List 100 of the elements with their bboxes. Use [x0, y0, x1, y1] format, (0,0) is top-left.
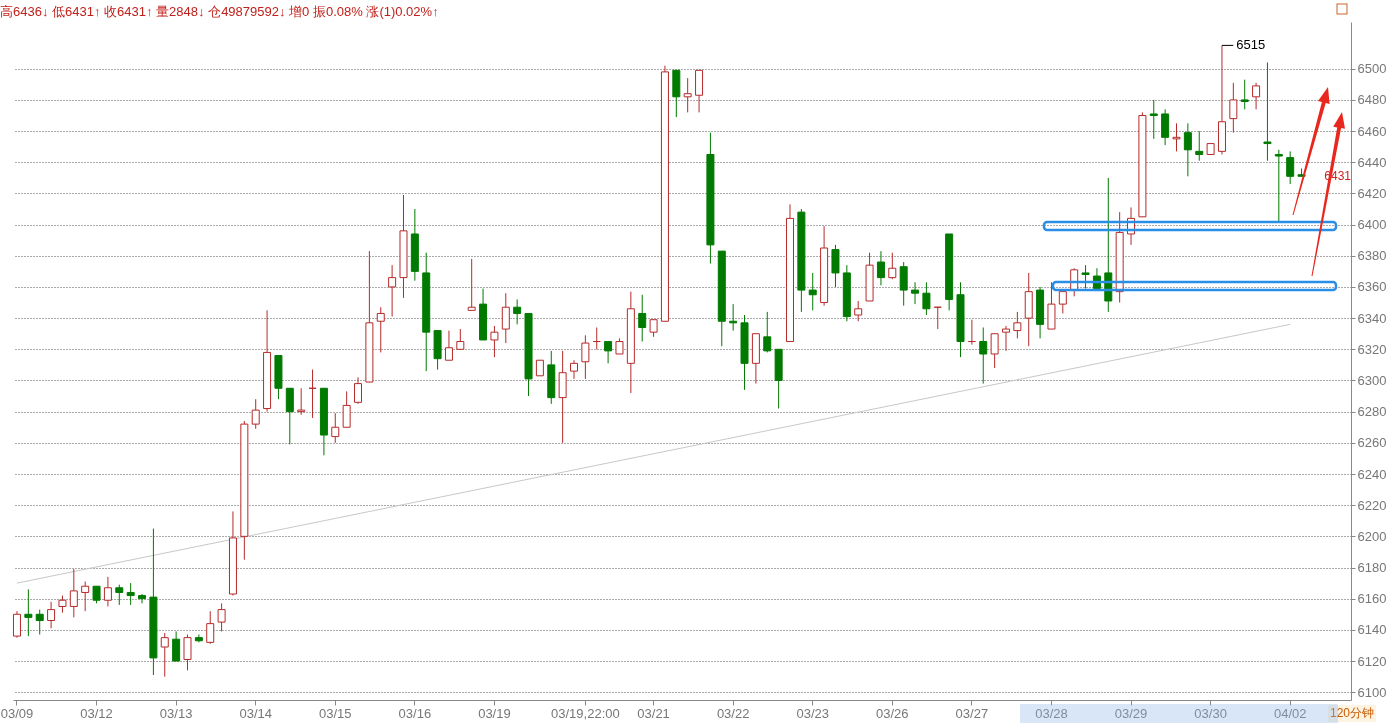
x-tick-label: 03/19: [478, 705, 511, 721]
x-tick-label: 03/26: [876, 705, 909, 721]
candlestick: [444, 330, 453, 361]
x-tick-label: 03/16: [398, 705, 432, 721]
text: 120分钟: [1328, 705, 1377, 722]
y-tick-label: 6340: [1357, 310, 1387, 326]
candlestick: [1240, 79, 1249, 110]
candlestick: [604, 341, 613, 364]
x-tick-label: 03/22: [716, 705, 750, 721]
candlestick: [35, 609, 44, 636]
candlestick: [81, 581, 90, 612]
candlestick: [1263, 62, 1272, 162]
candlestick: [490, 325, 499, 358]
candlestick: [808, 272, 817, 311]
y-tick-label: 6160: [1357, 591, 1387, 607]
candlestick: [376, 306, 385, 353]
x-tick-label: 03/15: [319, 705, 352, 721]
y-tick-label: 6400: [1357, 217, 1387, 233]
candlestick: [1286, 150, 1295, 185]
candlestick: [217, 602, 226, 632]
y-tick-label: 6500: [1357, 61, 1387, 77]
candlestick: [206, 610, 215, 645]
y-tick-label: 6120: [1357, 653, 1387, 669]
y-tick-label: 6260: [1357, 435, 1387, 451]
y-tick-label: 6460: [1357, 123, 1387, 139]
candlestick: [513, 298, 522, 325]
y-tick-label: 6220: [1357, 497, 1387, 513]
candlestick: [297, 387, 306, 416]
y-tick-label: 6280: [1357, 404, 1387, 420]
y-tick-label: 6140: [1357, 622, 1387, 638]
y-tick-label: 6480: [1357, 92, 1387, 108]
candlestick: [1013, 311, 1022, 339]
x-tick-label: 03/13: [159, 705, 193, 721]
candlestick: [1195, 130, 1204, 162]
candlestick: [1081, 264, 1090, 290]
y-tick-label: 6300: [1357, 372, 1387, 388]
candlestick: [831, 244, 840, 288]
y-tick-label: 6240: [1357, 466, 1387, 482]
candlestick: [638, 294, 647, 343]
y-tick-label: 6440: [1357, 154, 1387, 170]
text: 高6436↓ 低6431↑ 收6431↑ 量2848↓ 仓49879592↓ 增0 振0.08% 涨(1)0.02%↑: [0, 3, 439, 21]
candlestick: [103, 576, 112, 607]
candlestick: [47, 601, 56, 629]
y-tick-label: 6100: [1357, 684, 1387, 700]
candlestick: [911, 281, 920, 305]
candlestick: [763, 311, 772, 353]
candlestick: [888, 252, 897, 280]
candlestick: [183, 634, 192, 671]
candlestick: [899, 261, 908, 307]
candlestick: [683, 77, 692, 113]
y-tick-label: 6380: [1357, 248, 1387, 264]
y-tick-label: 6420: [1357, 185, 1387, 201]
x-tick-label: 04/02: [1273, 705, 1307, 721]
candlestick: [876, 250, 885, 286]
annotation: 6515: [1236, 37, 1266, 53]
candlestick: [1001, 325, 1010, 352]
candlestick: [331, 412, 340, 444]
candlestick: [138, 593, 147, 604]
candlestick: [1252, 82, 1261, 110]
x-tick-label: 03/27: [955, 705, 989, 721]
y-tick-label: 6360: [1357, 279, 1387, 295]
y-tick-label: 6320: [1357, 341, 1387, 357]
candlestick: [1161, 108, 1170, 146]
x-tick-label: 03/28: [1035, 705, 1068, 721]
candlestick: [1172, 122, 1181, 152]
candlestick: [570, 359, 579, 380]
candlestick: [160, 632, 169, 678]
x-tick-label: 03/30: [1194, 705, 1227, 721]
candlestick: [1058, 291, 1067, 314]
candlestick: [12, 610, 21, 639]
candlestick: [990, 333, 999, 369]
candlestick: [854, 300, 863, 322]
x-tick-label: 03/14: [239, 705, 272, 721]
candlestick: [1274, 149, 1283, 222]
candlestick: [922, 281, 931, 316]
x-tick-label: 03/12: [80, 705, 113, 721]
candlestick: [354, 376, 363, 405]
candlestick: [581, 334, 590, 380]
x-tick-label: 03/19,22:00: [551, 705, 620, 721]
candlestick: [388, 264, 397, 318]
x-tick-label: 03/29: [1114, 705, 1148, 721]
candlestick: [69, 568, 78, 618]
x-tick-label: 03/23: [796, 705, 829, 721]
y-tick-label: 6200: [1357, 528, 1387, 544]
candlestick: [115, 584, 124, 606]
x-tick-label: 03/21: [637, 705, 670, 721]
candlestick: [979, 326, 988, 385]
candlestick: [1149, 99, 1158, 140]
candlestick: [456, 328, 465, 350]
candlestick: [342, 390, 351, 428]
candlestick: [467, 258, 476, 311]
candlestick: [1183, 122, 1192, 177]
candlestick: [285, 387, 294, 445]
candlestick: [24, 588, 33, 637]
candlestick: [172, 630, 181, 662]
y-tick-label: 6180: [1357, 560, 1387, 576]
candlestick: [501, 292, 510, 344]
candlestick: [251, 398, 260, 430]
x-tick-label: 03/09: [0, 705, 34, 721]
candlestick: [1229, 82, 1238, 134]
